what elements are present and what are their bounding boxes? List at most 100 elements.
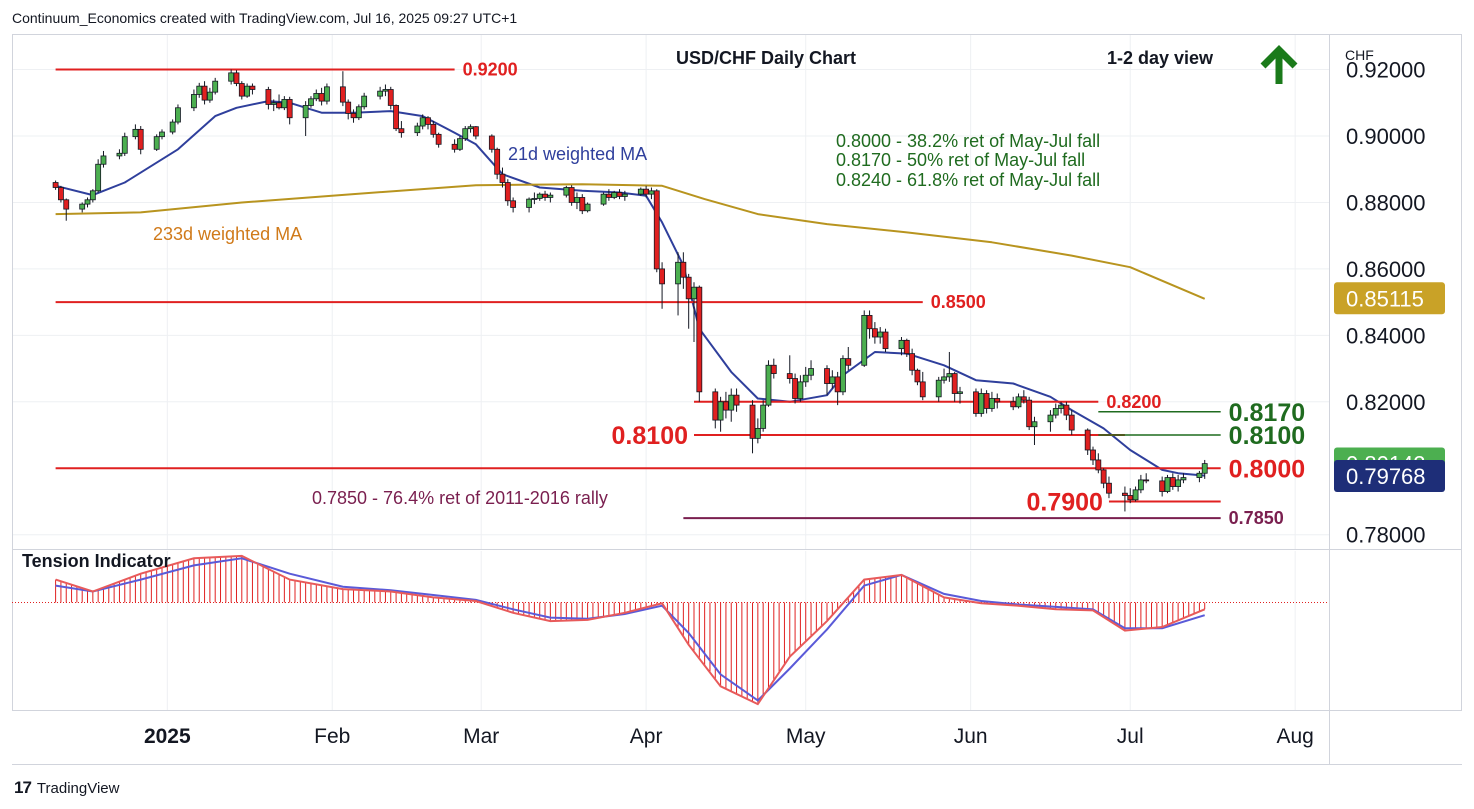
- time-tick-label: 2025: [144, 725, 191, 748]
- candle-body: [866, 315, 873, 330]
- level-label: 0.8100: [612, 422, 688, 450]
- candle-body: [829, 376, 836, 384]
- candle-body: [1180, 477, 1187, 481]
- candle-body: [1175, 479, 1182, 487]
- candle-body: [276, 102, 282, 109]
- candle-body: [871, 328, 878, 338]
- level-label: 0.8200: [1106, 392, 1161, 412]
- candle-body: [834, 376, 841, 393]
- candle-body: [1084, 429, 1091, 451]
- price-tick-label: 0.84000: [1346, 323, 1426, 348]
- candle-body: [1031, 421, 1038, 428]
- candle-body: [286, 99, 293, 119]
- price-badge-label: 0.85115: [1346, 286, 1424, 311]
- candle-body: [579, 197, 586, 212]
- candle-body: [754, 427, 761, 439]
- candle-body: [1127, 495, 1134, 501]
- annotation-38: 0.8000 - 38.2% ret of May-Jul fall: [836, 131, 1100, 151]
- target-label: 0.8170: [1229, 399, 1305, 427]
- candle-body: [281, 99, 288, 109]
- candle-body: [89, 190, 96, 201]
- candle-body: [350, 113, 357, 119]
- ma-line: [55, 183, 1206, 300]
- candle-body: [792, 378, 798, 399]
- candle-body: [648, 190, 655, 195]
- candle-body: [382, 89, 389, 92]
- candle-body: [324, 86, 330, 102]
- candle-body: [494, 148, 501, 175]
- candle-body: [600, 193, 607, 205]
- candle-body: [52, 182, 59, 188]
- candle-body: [1010, 401, 1017, 408]
- candle-body: [946, 373, 953, 378]
- candle-body: [425, 117, 431, 125]
- candle-body: [574, 197, 580, 203]
- level-label: 0.8000: [1229, 455, 1305, 483]
- candle-body: [393, 105, 399, 130]
- candle-body: [1068, 414, 1075, 431]
- candle-body: [770, 364, 777, 374]
- candle-body: [691, 286, 697, 300]
- candle-body: [462, 128, 469, 140]
- support-resistance-levels: 0.9200 0.8500 0.8200 0.8100 0.8000 0.7900 0.78…: [55, 60, 1305, 528]
- candle-body: [637, 188, 644, 195]
- candle-body: [121, 136, 128, 154]
- indicator-histogram: [55, 555, 1206, 705]
- candle-body: [451, 143, 458, 150]
- candle-body: [653, 190, 660, 270]
- axis-tick-labels: 0.92000 0.90000 0.88000 0.86000 0.84000 0.820…: [144, 58, 1426, 748]
- time-tick-label: Jun: [954, 725, 988, 748]
- candle-body: [201, 85, 208, 101]
- candle-body: [621, 193, 628, 197]
- grid: [13, 35, 1329, 710]
- candle-body: [808, 368, 814, 376]
- candle-body: [175, 107, 181, 123]
- candle-body: [467, 126, 474, 130]
- price-badge: [1334, 282, 1445, 315]
- candle-body: [228, 72, 235, 82]
- candle-body: [935, 379, 942, 398]
- candle-body: [957, 391, 963, 394]
- candle-body: [951, 373, 958, 394]
- footer-brand[interactable]: 17 TradingView: [14, 778, 119, 798]
- candle-body: [377, 90, 384, 97]
- candle-body: [318, 93, 325, 102]
- indicator-lines: [55, 554, 1206, 706]
- moving-averages: [55, 100, 1206, 477]
- candle-body: [488, 135, 495, 150]
- price-tick-label: 0.90000: [1346, 124, 1426, 149]
- candlesticks: [52, 69, 1208, 512]
- ma233-label: 233d weighted MA: [153, 224, 302, 244]
- candle-body: [95, 163, 102, 192]
- candle-body: [79, 203, 86, 210]
- candle-body: [132, 128, 139, 138]
- candle-body: [457, 138, 463, 150]
- candle-body: [1090, 449, 1096, 461]
- candle-body: [712, 391, 719, 421]
- time-tick-label: Aug: [1276, 725, 1313, 748]
- candle-body: [153, 136, 160, 150]
- candle-body: [909, 353, 916, 371]
- up-arrow-icon: [1260, 45, 1298, 84]
- candle-body: [840, 358, 846, 393]
- candle-body: [526, 198, 532, 208]
- candle-body: [116, 152, 123, 157]
- candle-body: [233, 72, 240, 84]
- candle-body: [611, 192, 618, 198]
- candle-body: [675, 261, 681, 285]
- candle-body: [685, 276, 692, 300]
- candle-body: [1100, 469, 1107, 484]
- time-tick-label: Feb: [314, 725, 350, 748]
- candle-body: [244, 85, 251, 97]
- time-tick-label: Jul: [1117, 725, 1144, 748]
- candle-body: [882, 331, 889, 350]
- candle-body: [1106, 482, 1112, 494]
- candle-body: [345, 101, 352, 114]
- candle-body: [1020, 396, 1027, 401]
- candle-body: [531, 198, 538, 200]
- candle-body: [1095, 459, 1102, 471]
- price-tick-label: 0.78000: [1346, 523, 1426, 548]
- tradingview-logo-icon: 17: [14, 778, 32, 797]
- candle-body: [1169, 477, 1176, 487]
